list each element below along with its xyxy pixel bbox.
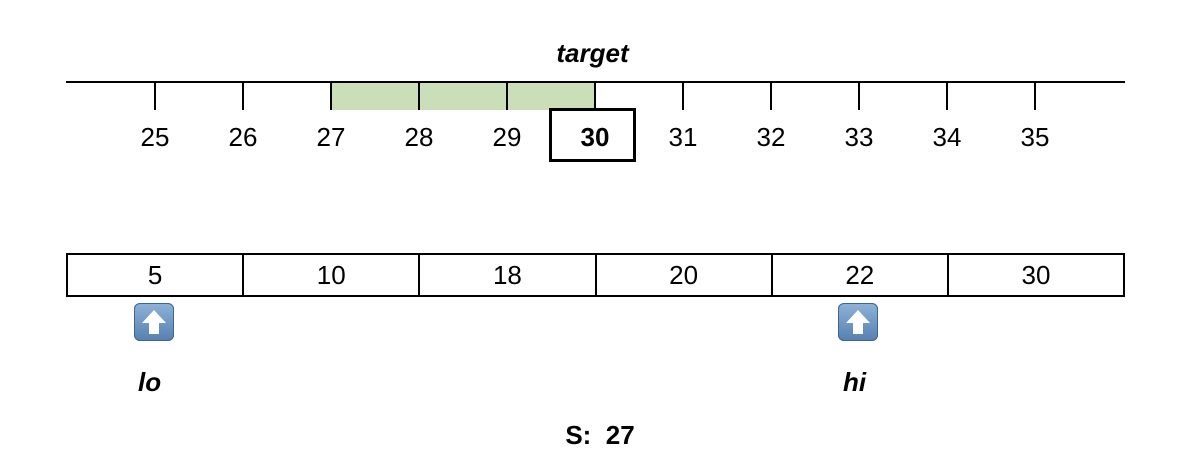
number-line-tick — [154, 83, 156, 110]
array-cell: 22 — [773, 255, 949, 295]
number-line-tick-label: 25 — [140, 122, 170, 152]
sum-value: 27 — [605, 420, 635, 450]
number-line-tick-label: 26 — [228, 122, 258, 152]
number-line-tick — [506, 83, 508, 110]
array-cell: 20 — [597, 255, 773, 295]
number-line-tick-label: 30 — [580, 122, 610, 152]
number-line-tick — [594, 83, 596, 110]
number-line-tick — [330, 83, 332, 110]
sorted-array: 5 10 18 20 22 30 — [66, 253, 1125, 297]
sum-label: S: — [565, 420, 592, 450]
array-cell: 5 — [68, 255, 245, 295]
up-arrow-icon — [134, 303, 174, 341]
number-line-tick — [682, 83, 684, 110]
up-arrow-icon — [838, 303, 878, 341]
number-line-tick — [946, 83, 948, 110]
number-line-tick — [242, 83, 244, 110]
hi-pointer-label: hi — [843, 367, 867, 397]
sum-range-highlight — [331, 83, 595, 110]
number-line-tick-label: 32 — [756, 122, 786, 152]
target-label: target — [556, 38, 629, 68]
number-line-tick — [858, 83, 860, 110]
number-line-tick-label: 27 — [316, 122, 346, 152]
number-line-tick-label: 34 — [932, 122, 962, 152]
number-line-axis — [66, 81, 1125, 83]
array-cell: 18 — [420, 255, 597, 295]
sum-readout: S: 27 — [0, 420, 1200, 451]
number-line-tick-label: 31 — [668, 122, 698, 152]
number-line-tick-label: 29 — [492, 122, 522, 152]
number-line-tick-label: 35 — [1020, 122, 1050, 152]
array-cell: 30 — [1021, 260, 1051, 290]
number-line-tick — [1034, 83, 1036, 110]
target-box — [549, 108, 636, 162]
number-line-tick-label: 33 — [844, 122, 874, 152]
lo-pointer-label: lo — [138, 367, 162, 397]
array-cell: 10 — [244, 255, 421, 295]
number-line-tick — [418, 83, 420, 110]
number-line-tick-label: 28 — [404, 122, 434, 152]
number-line-tick — [770, 83, 772, 110]
